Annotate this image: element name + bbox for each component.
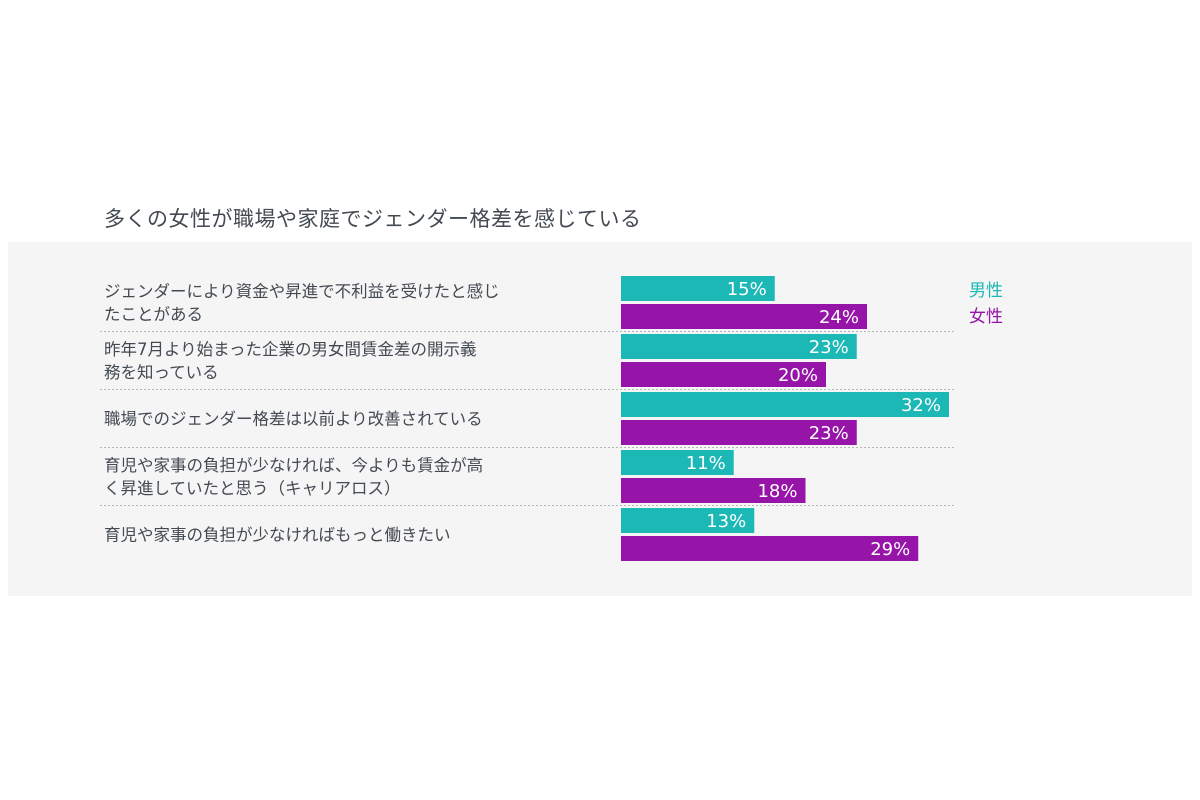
bar-value-label: 18% [757, 481, 797, 502]
chart-title: 多くの女性が職場や家庭でジェンダー格差を感じている [104, 207, 642, 231]
bar-female [621, 304, 867, 329]
bar-female [621, 362, 826, 387]
bar-male [621, 334, 857, 359]
bar-value-label: 11% [686, 453, 726, 474]
category-label: 務を知っている [104, 363, 219, 382]
bar-female [621, 536, 919, 561]
bar-male [621, 450, 734, 475]
bar-value-label: 23% [809, 337, 849, 358]
category-label: 職場でのジェンダー格差は以前より改善されている [104, 410, 483, 429]
category-label: 育児や家事の負担が少なければ、今よりも賃金が高 [104, 456, 483, 475]
bar-value-label: 32% [901, 395, 941, 416]
category-label: く昇進していたと思う（キャリアロス） [104, 479, 401, 498]
category-label: ジェンダーにより資金や昇進で不利益を受けたと感じ [104, 282, 500, 301]
chart-panel [8, 242, 1192, 596]
bar-value-label: 23% [809, 423, 849, 444]
category-label: 育児や家事の負担が少なければもっと働きたい [104, 526, 451, 545]
bar-value-label: 15% [727, 279, 767, 300]
bar-value-label: 24% [819, 307, 859, 328]
category-label: たことがある [104, 305, 203, 324]
bar-male [621, 276, 775, 301]
legend-item-male: 男性 [969, 281, 1003, 301]
category-label: 昨年7月より始まった企業の男女間賃金差の開示義 [104, 340, 477, 359]
bar-value-label: 29% [870, 539, 910, 560]
bar-male [621, 392, 949, 417]
legend-item-female: 女性 [969, 307, 1003, 327]
bar-male [621, 508, 755, 533]
bar-female [621, 420, 857, 445]
bar-female [621, 478, 806, 503]
bar-value-label: 13% [706, 511, 746, 532]
bar-value-label: 20% [778, 365, 818, 386]
